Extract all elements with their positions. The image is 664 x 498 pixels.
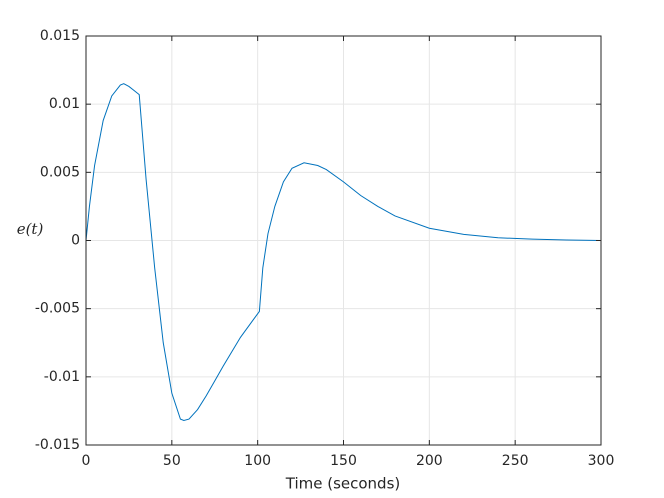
y-tick-label: 0 [71, 233, 80, 249]
x-tick-label: 0 [82, 453, 91, 469]
x-tick-label: 300 [588, 453, 615, 469]
x-tick-label: 250 [502, 453, 529, 469]
x-tick-label: 50 [163, 453, 181, 469]
y-tick-label: -0.015 [35, 437, 80, 453]
y-tick-label: -0.005 [35, 301, 80, 317]
x-tick-label: 200 [416, 453, 443, 469]
y-tick-label: 0.005 [40, 164, 80, 180]
y-tick-label: 0.01 [49, 96, 80, 112]
data-line [85, 83, 602, 421]
x-tick-label: 100 [244, 453, 271, 469]
y-tick-label: 0.015 [40, 28, 80, 44]
x-tick-label: 150 [330, 453, 357, 469]
x-axis-label: Time (seconds) [285, 475, 401, 493]
y-tick-label: -0.01 [44, 369, 80, 385]
plot [85, 83, 602, 421]
y-axis-label: e(t) [17, 220, 44, 238]
